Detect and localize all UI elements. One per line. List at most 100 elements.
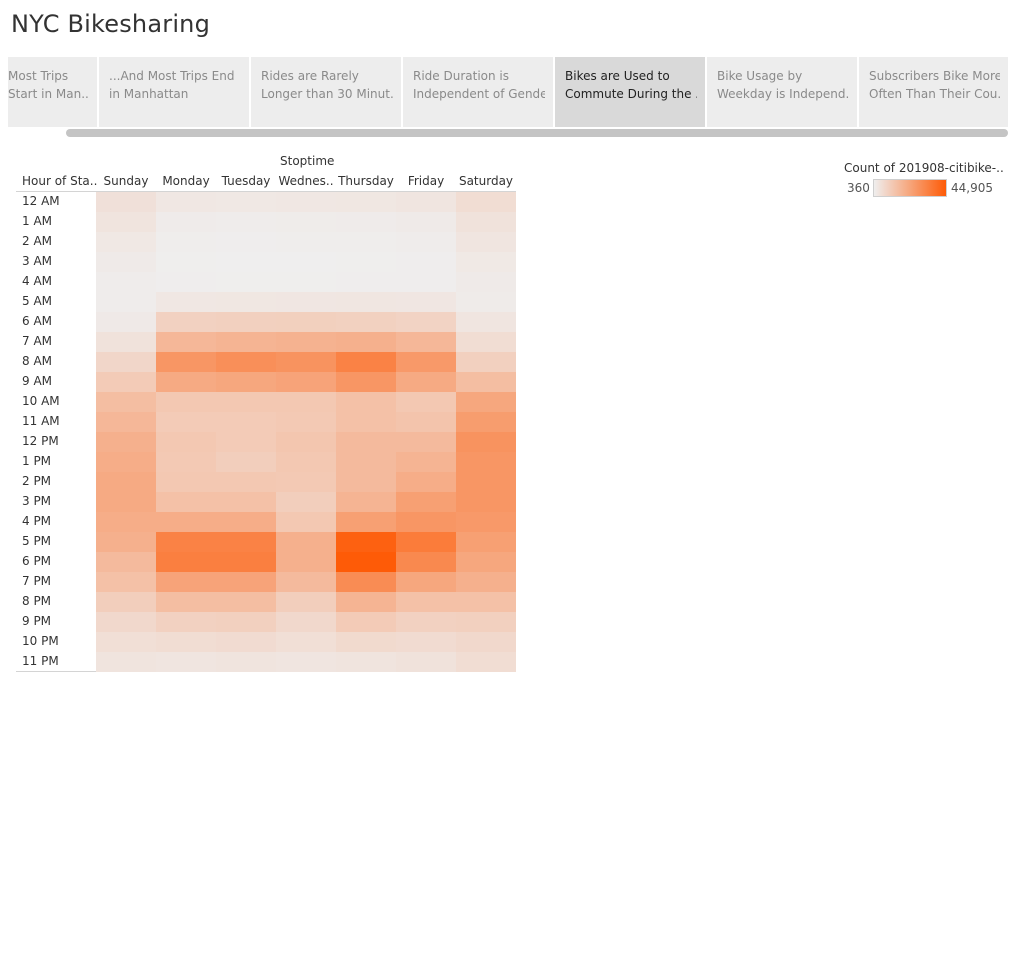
heatmap-cell[interactable] xyxy=(396,592,456,612)
heatmap-cell[interactable] xyxy=(276,212,336,232)
heatmap-cell[interactable] xyxy=(336,512,396,532)
heatmap-cell[interactable] xyxy=(396,492,456,512)
tabs-scrollbar[interactable] xyxy=(66,129,1008,137)
heatmap-cell[interactable] xyxy=(156,472,216,492)
heatmap-cell[interactable] xyxy=(456,332,516,352)
heatmap-cell[interactable] xyxy=(456,292,516,312)
heatmap-cell[interactable] xyxy=(276,352,336,372)
heatmap-cell[interactable] xyxy=(276,392,336,412)
heatmap-cell[interactable] xyxy=(96,612,156,632)
heatmap-cell[interactable] xyxy=(96,572,156,592)
story-tab-3[interactable]: Rides are Rarely Longer than 30 Minut.. xyxy=(251,57,401,127)
heatmap-cell[interactable] xyxy=(396,472,456,492)
heatmap-cell[interactable] xyxy=(456,252,516,272)
heatmap-cell[interactable] xyxy=(456,552,516,572)
story-tab-1[interactable]: Most Trips Start in Man.. xyxy=(8,57,97,127)
heatmap-cell[interactable] xyxy=(156,252,216,272)
heatmap-cell[interactable] xyxy=(156,412,216,432)
heatmap-cell[interactable] xyxy=(456,372,516,392)
heatmap-cell[interactable] xyxy=(216,292,276,312)
heatmap-cell[interactable] xyxy=(276,552,336,572)
heatmap-cell[interactable] xyxy=(396,532,456,552)
heatmap-cell[interactable] xyxy=(276,232,336,252)
heatmap-cell[interactable] xyxy=(336,372,396,392)
heatmap-cell[interactable] xyxy=(96,252,156,272)
heatmap-cell[interactable] xyxy=(216,492,276,512)
heatmap-cell[interactable] xyxy=(276,412,336,432)
heatmap-cell[interactable] xyxy=(396,192,456,212)
heatmap-cell[interactable] xyxy=(456,652,516,672)
heatmap-cell[interactable] xyxy=(216,252,276,272)
heatmap-cell[interactable] xyxy=(456,352,516,372)
heatmap-cell[interactable] xyxy=(156,212,216,232)
story-tab-5[interactable]: Bikes are Used to Commute During the .. xyxy=(555,57,705,127)
heatmap-cell[interactable] xyxy=(216,412,276,432)
heatmap-cell[interactable] xyxy=(336,412,396,432)
heatmap-cell[interactable] xyxy=(336,552,396,572)
heatmap-cell[interactable] xyxy=(276,492,336,512)
heatmap-cell[interactable] xyxy=(456,512,516,532)
heatmap-cell[interactable] xyxy=(216,192,276,212)
heatmap-cell[interactable] xyxy=(96,332,156,352)
heatmap-cell[interactable] xyxy=(96,452,156,472)
heatmap-cell[interactable] xyxy=(396,572,456,592)
heatmap-cell[interactable] xyxy=(276,432,336,452)
heatmap-cell[interactable] xyxy=(156,272,216,292)
heatmap-cell[interactable] xyxy=(156,392,216,412)
heatmap-cell[interactable] xyxy=(96,432,156,452)
heatmap-cell[interactable] xyxy=(336,392,396,412)
heatmap-cell[interactable] xyxy=(156,352,216,372)
heatmap-cell[interactable] xyxy=(276,612,336,632)
heatmap-cell[interactable] xyxy=(336,492,396,512)
heatmap-cell[interactable] xyxy=(336,472,396,492)
heatmap-cell[interactable] xyxy=(336,292,396,312)
heatmap-cell[interactable] xyxy=(276,572,336,592)
heatmap-cell[interactable] xyxy=(396,332,456,352)
heatmap-cell[interactable] xyxy=(456,312,516,332)
heatmap-cell[interactable] xyxy=(96,312,156,332)
story-tab-6[interactable]: Bike Usage by Weekday is Independ.. xyxy=(707,57,857,127)
heatmap-cell[interactable] xyxy=(276,472,336,492)
story-tab-7[interactable]: Subscribers Bike More Often Than Their Co… xyxy=(859,57,1008,127)
heatmap-cell[interactable] xyxy=(276,592,336,612)
heatmap-cell[interactable] xyxy=(216,452,276,472)
heatmap-cell[interactable] xyxy=(396,512,456,532)
heatmap-cell[interactable] xyxy=(276,272,336,292)
heatmap-cell[interactable] xyxy=(96,352,156,372)
heatmap-cell[interactable] xyxy=(276,512,336,532)
heatmap-cell[interactable] xyxy=(456,232,516,252)
heatmap-cell[interactable] xyxy=(336,312,396,332)
heatmap-cell[interactable] xyxy=(336,452,396,472)
heatmap-cell[interactable] xyxy=(156,652,216,672)
heatmap-cell[interactable] xyxy=(156,192,216,212)
heatmap-cell[interactable] xyxy=(456,432,516,452)
heatmap-cell[interactable] xyxy=(96,412,156,432)
heatmap-cell[interactable] xyxy=(96,372,156,392)
heatmap-cell[interactable] xyxy=(456,192,516,212)
heatmap-cell[interactable] xyxy=(336,192,396,212)
heatmap-cell[interactable] xyxy=(156,332,216,352)
heatmap-cell[interactable] xyxy=(216,432,276,452)
heatmap-cell[interactable] xyxy=(96,512,156,532)
heatmap-cell[interactable] xyxy=(156,552,216,572)
heatmap-cell[interactable] xyxy=(216,232,276,252)
heatmap-cell[interactable] xyxy=(456,592,516,612)
heatmap-cell[interactable] xyxy=(336,212,396,232)
heatmap-cell[interactable] xyxy=(456,412,516,432)
heatmap-cell[interactable] xyxy=(156,452,216,472)
story-tab-4[interactable]: Ride Duration is Independent of Gender xyxy=(403,57,553,127)
heatmap-cell[interactable] xyxy=(336,632,396,652)
heatmap-cell[interactable] xyxy=(336,592,396,612)
heatmap-cell[interactable] xyxy=(156,532,216,552)
heatmap-cell[interactable] xyxy=(396,412,456,432)
heatmap-cell[interactable] xyxy=(96,232,156,252)
heatmap-cell[interactable] xyxy=(96,532,156,552)
heatmap-cell[interactable] xyxy=(156,432,216,452)
heatmap-cell[interactable] xyxy=(336,272,396,292)
heatmap-cell[interactable] xyxy=(216,312,276,332)
heatmap-cell[interactable] xyxy=(456,532,516,552)
heatmap-cell[interactable] xyxy=(396,632,456,652)
heatmap-cell[interactable] xyxy=(156,312,216,332)
heatmap-cell[interactable] xyxy=(216,632,276,652)
heatmap-cell[interactable] xyxy=(456,272,516,292)
